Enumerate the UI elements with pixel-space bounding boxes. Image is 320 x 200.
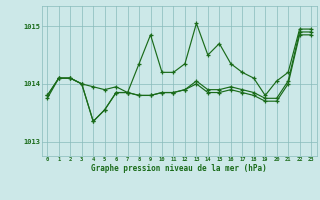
X-axis label: Graphe pression niveau de la mer (hPa): Graphe pression niveau de la mer (hPa) [91, 164, 267, 173]
